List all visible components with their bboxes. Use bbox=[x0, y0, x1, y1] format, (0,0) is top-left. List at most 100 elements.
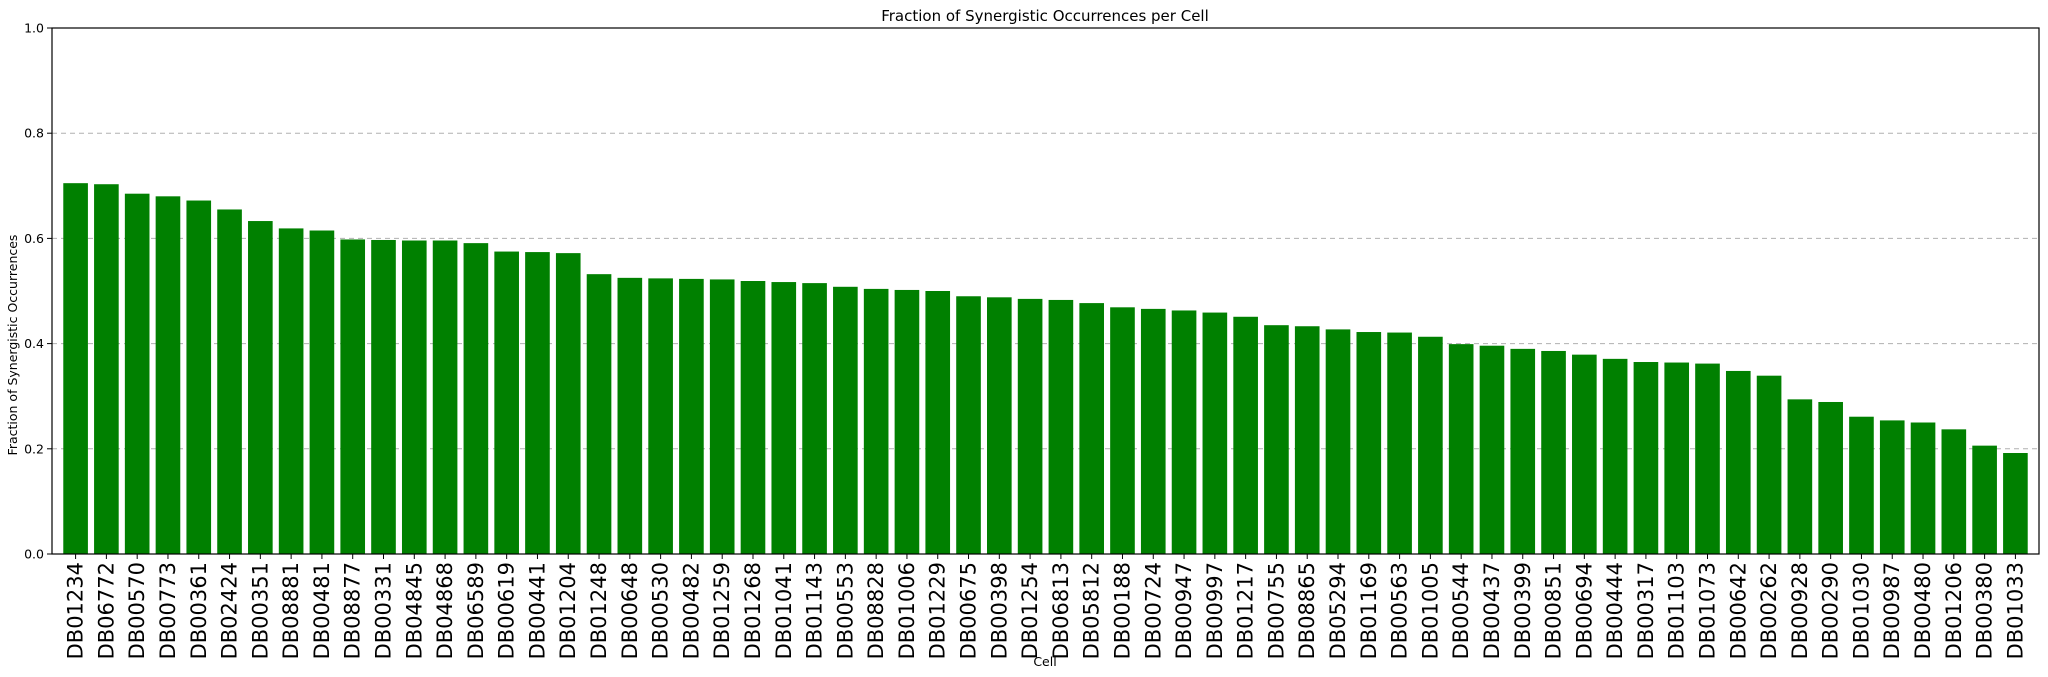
bar-db01041 bbox=[771, 282, 797, 554]
bar-db00544 bbox=[1448, 344, 1474, 554]
x-tick-label: DB01268 bbox=[741, 562, 765, 659]
x-tick-label: DB00619 bbox=[495, 562, 519, 659]
x-tick-label: DB02424 bbox=[218, 562, 242, 659]
y-tick-label: 0.6 bbox=[24, 231, 44, 246]
grid-lines bbox=[52, 132, 2039, 450]
y-tick-label: 0.4 bbox=[24, 336, 44, 351]
bars bbox=[63, 183, 2028, 555]
x-tick-label: DB00262 bbox=[1757, 562, 1781, 659]
bar-db01005 bbox=[1418, 336, 1443, 554]
bar-db05812 bbox=[1079, 303, 1105, 554]
x-tick-label: DB05812 bbox=[1080, 562, 1104, 659]
x-tick-label: DB01169 bbox=[1357, 562, 1381, 659]
x-tick-label: DB00570 bbox=[125, 562, 149, 659]
bar-db00441 bbox=[525, 252, 550, 555]
bar-db00570 bbox=[124, 193, 150, 554]
x-tick-label: DB00773 bbox=[156, 562, 180, 659]
bar-db01206 bbox=[1941, 429, 1967, 554]
x-tick-label: DB00482 bbox=[679, 562, 703, 659]
y-tick-label: 0.8 bbox=[24, 126, 44, 141]
bar-db01169 bbox=[1356, 332, 1382, 554]
x-tick-label: DB08881 bbox=[279, 562, 303, 659]
bar-db00480 bbox=[1910, 422, 1936, 554]
bar-db00331 bbox=[371, 239, 396, 554]
bar-db02424 bbox=[217, 209, 242, 554]
bar-db06589 bbox=[463, 243, 489, 554]
x-tick-label: DB01204 bbox=[556, 562, 580, 659]
bar-db01217 bbox=[1233, 316, 1258, 554]
bar-db00188 bbox=[1110, 307, 1135, 554]
x-tick-label: DB00481 bbox=[310, 562, 334, 659]
bar-db01143 bbox=[802, 283, 827, 554]
x-tick-label: DB01234 bbox=[64, 562, 88, 659]
bar-db05294 bbox=[1325, 329, 1351, 554]
x-tick-label: DB00648 bbox=[618, 562, 642, 659]
bar-db01268 bbox=[740, 281, 766, 554]
x-tick-label: DB00317 bbox=[1634, 562, 1658, 659]
x-tick-label: DB01259 bbox=[710, 562, 734, 659]
bar-db00997 bbox=[1202, 312, 1228, 554]
bar-db01073 bbox=[1695, 363, 1720, 554]
bar-db00642 bbox=[1725, 370, 1751, 554]
x-tick-label: DB01103 bbox=[1665, 562, 1689, 659]
bar-db00947 bbox=[1171, 310, 1197, 554]
bar-db00444 bbox=[1602, 358, 1628, 554]
x-tick-label: DB00642 bbox=[1726, 562, 1750, 659]
y-tick-label: 1.0 bbox=[24, 21, 44, 36]
bar-db01033 bbox=[2003, 453, 2028, 554]
x-tick-label: DB00553 bbox=[833, 562, 857, 659]
plot-frame bbox=[51, 27, 2040, 555]
chart-title: Fraction of Synergistic Occurrences per … bbox=[881, 7, 1209, 25]
bar-db00619 bbox=[494, 251, 519, 555]
bar-db01248 bbox=[586, 274, 612, 554]
bar-db00675 bbox=[956, 296, 981, 554]
x-tick-label: DB00997 bbox=[1203, 562, 1227, 659]
x-tick-label: DB00398 bbox=[987, 562, 1011, 659]
x-tick-label: DB01254 bbox=[1018, 562, 1042, 659]
bar-db00290 bbox=[1818, 401, 1843, 554]
x-tick-label: DB06813 bbox=[1049, 562, 1073, 659]
bar-db00399 bbox=[1510, 348, 1536, 554]
x-tick-label: DB01005 bbox=[1418, 562, 1442, 659]
x-axis-label: Cell bbox=[1033, 654, 1056, 669]
x-tick-label: DB00480 bbox=[1911, 562, 1935, 659]
bar-db04868 bbox=[432, 240, 458, 554]
x-tick-label: DB08828 bbox=[864, 562, 888, 659]
x-tick-label: DB00851 bbox=[1542, 562, 1566, 659]
bar-db08828 bbox=[863, 288, 889, 554]
x-tick-label: DB08865 bbox=[1295, 562, 1319, 659]
x-tick-label: DB01006 bbox=[895, 562, 919, 659]
x-tick-label: DB01217 bbox=[1234, 562, 1258, 659]
bar-db00987 bbox=[1879, 420, 1905, 554]
x-tick-label: DB00399 bbox=[1511, 562, 1535, 659]
bar-db00482 bbox=[679, 278, 704, 554]
bar-db01259 bbox=[709, 279, 735, 554]
bar-db01204 bbox=[555, 253, 581, 555]
y-axis-ticks: 0.0 0.2 0.4 0.6 0.8 1.0 bbox=[24, 21, 52, 562]
x-tick-label: DB00675 bbox=[957, 562, 981, 659]
bar-db08865 bbox=[1294, 326, 1320, 554]
x-tick-label: DB00188 bbox=[1110, 562, 1134, 659]
x-tick-label: DB00544 bbox=[1449, 562, 1473, 659]
x-tick-label: DB04845 bbox=[402, 562, 426, 659]
bar-db04845 bbox=[401, 240, 427, 554]
bar-db00351 bbox=[248, 221, 273, 555]
x-tick-label: DB01229 bbox=[926, 562, 950, 659]
y-tick-label: 0.0 bbox=[24, 547, 44, 562]
bar-db01234 bbox=[63, 183, 88, 555]
y-tick-label: 0.2 bbox=[24, 441, 44, 456]
x-tick-label: DB01073 bbox=[1695, 562, 1719, 659]
bar-db01254 bbox=[1017, 298, 1043, 554]
y-axis-label: Fraction of Synergistic Occurrences bbox=[5, 235, 20, 456]
x-tick-label: DB00947 bbox=[1172, 562, 1196, 659]
x-tick-label: DB00331 bbox=[372, 562, 396, 659]
bar-db00928 bbox=[1787, 399, 1813, 554]
bar-db00648 bbox=[617, 277, 643, 554]
bar-db06772 bbox=[94, 184, 119, 555]
bar-db00530 bbox=[648, 278, 673, 554]
x-tick-label: DB01248 bbox=[587, 562, 611, 659]
x-tick-label: DB00987 bbox=[1880, 562, 1904, 659]
bar-db00398 bbox=[986, 297, 1012, 554]
